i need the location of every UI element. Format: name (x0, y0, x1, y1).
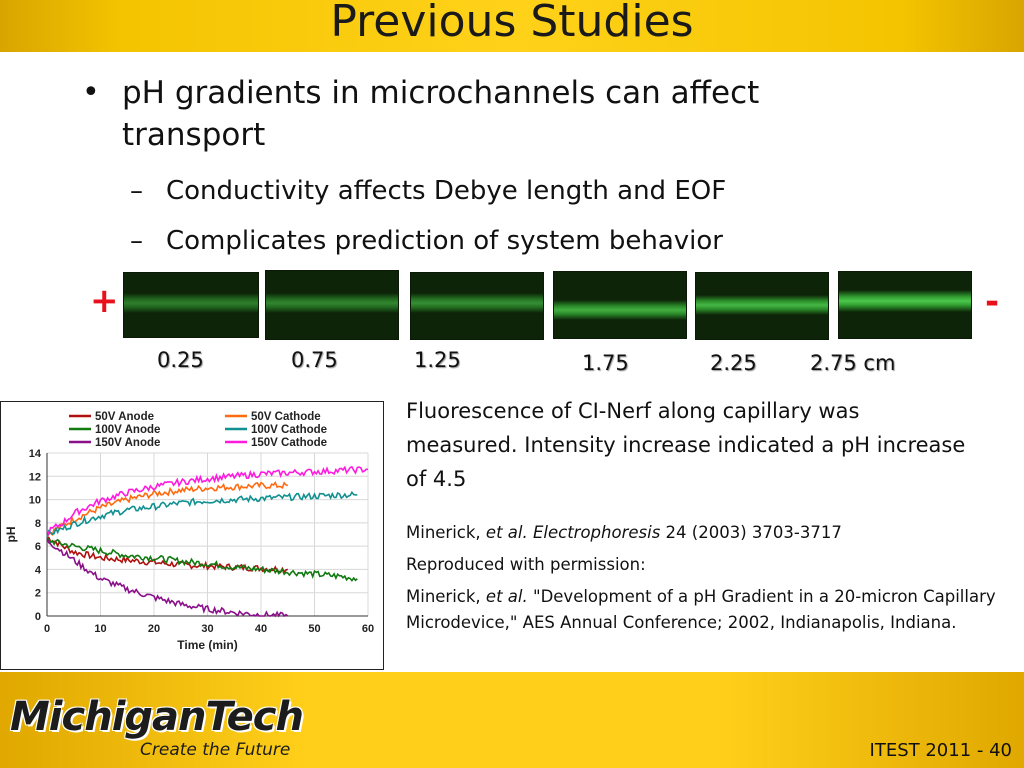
legend-label: 150V Cathode (251, 437, 327, 449)
y-tick-label: 6 (35, 541, 41, 553)
anode-plus-sign: + (90, 281, 119, 321)
y-tick-label: 0 (35, 611, 41, 623)
series-line (46, 538, 289, 618)
cathode-minus-sign: - (985, 282, 1000, 322)
fluorescence-image (410, 272, 544, 340)
x-tick-label: 30 (201, 623, 213, 635)
x-tick-label: 60 (362, 623, 374, 635)
main-bullet-text: pH gradients in microchannels can affect… (122, 75, 760, 153)
x-tick-label: 50 (308, 623, 320, 635)
series-line (46, 536, 289, 574)
series-line (46, 480, 289, 538)
ref1-author: Minerick, (406, 523, 486, 542)
position-label: 0.25 (157, 348, 204, 372)
y-tick-label: 10 (29, 495, 41, 507)
legend-label: 150V Anode (95, 437, 160, 449)
y-axis-label: pH (4, 527, 18, 543)
x-axis-label: Time (min) (177, 638, 237, 652)
bullet-dash: – (130, 226, 143, 256)
fluorescence-image (838, 271, 972, 339)
ph-chart-svg: 0 2 4 6 8 10 12 14 0 10 20 30 40 50 60 Time (min) pH 50V … (4, 411, 374, 652)
permission-note: Reproduced with permission: (406, 555, 646, 574)
x-tick-label: 10 (94, 623, 106, 635)
legend-label: 50V Anode (95, 411, 154, 423)
fluorescence-image (123, 272, 259, 338)
fluorescence-image (553, 271, 687, 339)
position-label: 0.75 (291, 348, 338, 372)
position-label: 2.75 cm (810, 351, 896, 375)
ref1-etal: et al. (485, 523, 528, 542)
x-tick-label: 20 (148, 623, 160, 635)
y-tick-label: 8 (35, 518, 41, 530)
bullet-dot: • (82, 75, 100, 110)
ref2-etal: et al. (485, 587, 528, 606)
sub-bullet-text: Conductivity affects Debye length and EO… (166, 176, 727, 206)
logo-tagline: Create the Future (140, 740, 291, 760)
x-tick-label: 0 (44, 623, 50, 635)
title-banner (0, 0, 1024, 52)
ref1-details: 24 (2003) 3703-3717 (660, 523, 842, 542)
reference-2: Minerick, et al. "Development of a pH Gr… (406, 584, 1006, 636)
ref1-journal: Electrophoresis (527, 523, 661, 542)
y-tick-label: 12 (29, 471, 41, 483)
figure-caption: Fluorescence of CI-Nerf along capillary … (406, 399, 966, 491)
x-tick-label: 40 (255, 623, 267, 635)
legend-label: 100V Anode (95, 424, 160, 436)
series-line (46, 537, 358, 582)
fluorescence-image (695, 272, 829, 340)
position-label: 1.75 (582, 351, 629, 375)
y-tick-label: 2 (35, 588, 41, 600)
ph-chart: 0 2 4 6 8 10 12 14 0 10 20 30 40 50 60 Time (min) pH 50V … (0, 401, 384, 670)
y-tick-label: 14 (29, 448, 42, 460)
slide-title: Previous Studies (330, 0, 694, 47)
ref2-author: Minerick, (406, 587, 486, 606)
reference-1: Minerick, et al. Electrophoresis 24 (200… (406, 520, 1006, 546)
fluorescence-image (265, 270, 399, 340)
y-tick-label: 4 (35, 564, 42, 576)
position-label: 2.25 (710, 351, 757, 375)
legend-label: 100V Cathode (251, 424, 327, 436)
position-label: 1.25 (414, 348, 461, 372)
series-line (46, 465, 368, 536)
ref2-details: "Development of a pH Gradient in a 20-mi… (406, 587, 996, 632)
michigan-tech-logo: MichiganTech (10, 694, 304, 740)
slide-number: ITEST 2011 - 40 (869, 740, 1012, 761)
footer-band (0, 672, 1024, 768)
bullet-dash: – (130, 176, 143, 206)
sub-bullet-text: Complicates prediction of system behavio… (166, 226, 723, 256)
legend-label: 50V Cathode (251, 411, 321, 423)
series-line (46, 490, 358, 538)
